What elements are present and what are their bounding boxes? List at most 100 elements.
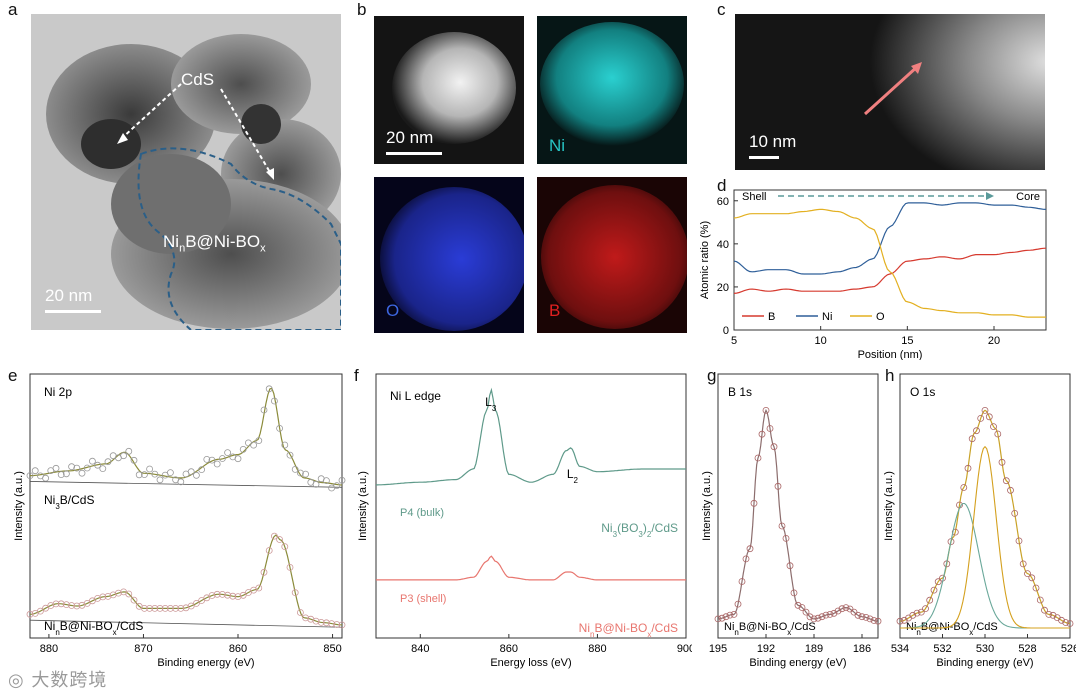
ni-map-graphic xyxy=(537,16,687,164)
data-point xyxy=(187,468,195,476)
data-point xyxy=(786,562,794,570)
haadf-graphic xyxy=(374,16,524,164)
data-point xyxy=(1062,619,1070,626)
scale-bar-a xyxy=(45,310,101,313)
data-point xyxy=(866,615,874,623)
data-point xyxy=(52,464,60,472)
data-point xyxy=(1058,616,1065,624)
b-map-graphic xyxy=(537,177,687,333)
data-point xyxy=(161,604,169,612)
peak-label-l2: L2 xyxy=(567,467,579,485)
data-point xyxy=(730,610,738,618)
data-point xyxy=(73,602,81,610)
data-point xyxy=(838,605,846,613)
y-axis-label: Atomic ratio (%) xyxy=(699,221,711,299)
data-point xyxy=(900,616,908,624)
data-point xyxy=(338,621,346,629)
b-map: B xyxy=(537,177,687,333)
x-axis-label: Energy loss (eV) xyxy=(490,657,571,669)
data-point xyxy=(250,441,258,449)
data-point xyxy=(140,471,148,478)
data-point xyxy=(985,413,993,421)
data-point xyxy=(265,547,273,554)
data-point xyxy=(862,613,870,621)
data-point xyxy=(208,456,216,464)
data-point xyxy=(78,469,86,477)
data-point xyxy=(172,604,180,612)
data-point xyxy=(806,613,814,621)
chart-d: 5 10 15 20 0 20 40 60 Position (nm) Atomic ratio … xyxy=(699,189,1047,360)
data-point xyxy=(934,578,942,586)
sample-label: NinB@Ni-BOx/CdS xyxy=(906,621,998,637)
data-point xyxy=(714,615,722,623)
data-point xyxy=(135,471,143,479)
data-point xyxy=(140,604,148,612)
data-point xyxy=(218,455,226,462)
data-point xyxy=(1002,477,1010,485)
x-tick-label: 860 xyxy=(229,643,247,655)
data-point xyxy=(302,614,310,622)
data-point xyxy=(1045,610,1053,618)
y-tick-label: 20 xyxy=(717,282,729,294)
data-point xyxy=(130,596,138,604)
data-point xyxy=(57,600,65,608)
data-point xyxy=(146,604,154,612)
data-point xyxy=(964,464,972,472)
y-tick-label: 0 xyxy=(723,325,729,337)
data-point xyxy=(47,602,55,609)
data-point xyxy=(224,449,232,456)
x-axis-label: Binding energy (eV) xyxy=(936,657,1033,669)
data-point xyxy=(125,447,133,455)
data-point xyxy=(94,461,101,469)
data-point xyxy=(917,608,925,616)
panel-c-label: c xyxy=(717,0,726,19)
data-point xyxy=(951,528,959,536)
data-point xyxy=(286,563,294,571)
data-point xyxy=(1032,584,1040,592)
data-point xyxy=(52,600,60,608)
watermark: ◎ 大数跨境 xyxy=(8,670,108,691)
data-point xyxy=(973,427,980,435)
x-tick-label: 526 xyxy=(1061,643,1076,655)
data-point xyxy=(166,604,174,612)
data-point xyxy=(738,578,746,585)
data-point xyxy=(722,613,730,621)
data-point xyxy=(37,607,44,615)
data-point xyxy=(782,534,790,542)
chart-g: 195 192 189 186 Binding energy (eV) Intensity… xyxy=(701,373,882,669)
data-point xyxy=(930,586,938,594)
y-axis-label: Intensity (a.u.) xyxy=(883,471,895,541)
series-label-p3: P3 (shell) xyxy=(400,593,446,605)
x-tick-label: 5 xyxy=(731,335,737,347)
x-tick-label: 189 xyxy=(805,643,823,655)
data-point xyxy=(104,592,112,600)
haadf-image-c: 10 nm xyxy=(735,14,1045,170)
x-tick-label: 850 xyxy=(323,643,341,655)
data-point xyxy=(42,604,49,612)
data-point xyxy=(276,536,284,543)
chart-f: 840 860 880 900 Energy loss (eV) Intensity (a… xyxy=(357,373,692,669)
data-point xyxy=(328,620,336,628)
panel-f-label: f xyxy=(354,366,359,385)
y-axis-label: Intensity (a.u.) xyxy=(701,471,713,541)
o-map-label: O xyxy=(386,301,400,320)
data-point xyxy=(762,407,770,414)
line-profile-arrow xyxy=(863,64,920,116)
data-point xyxy=(818,613,826,621)
data-point xyxy=(239,591,247,599)
data-point xyxy=(754,454,762,462)
data-point xyxy=(265,385,273,393)
series-line-p4 xyxy=(376,387,686,486)
data-point xyxy=(146,465,154,473)
core-label: Core xyxy=(1016,191,1040,203)
data-point xyxy=(926,596,934,604)
data-point xyxy=(203,456,211,463)
data-point xyxy=(156,604,164,612)
data-point xyxy=(120,452,127,460)
chart-d-frame xyxy=(733,189,1047,331)
series-line-o xyxy=(733,208,1046,318)
data-point xyxy=(922,605,929,613)
data-point xyxy=(89,457,96,465)
panel-d-label: d xyxy=(717,176,727,195)
data-point xyxy=(115,589,122,597)
